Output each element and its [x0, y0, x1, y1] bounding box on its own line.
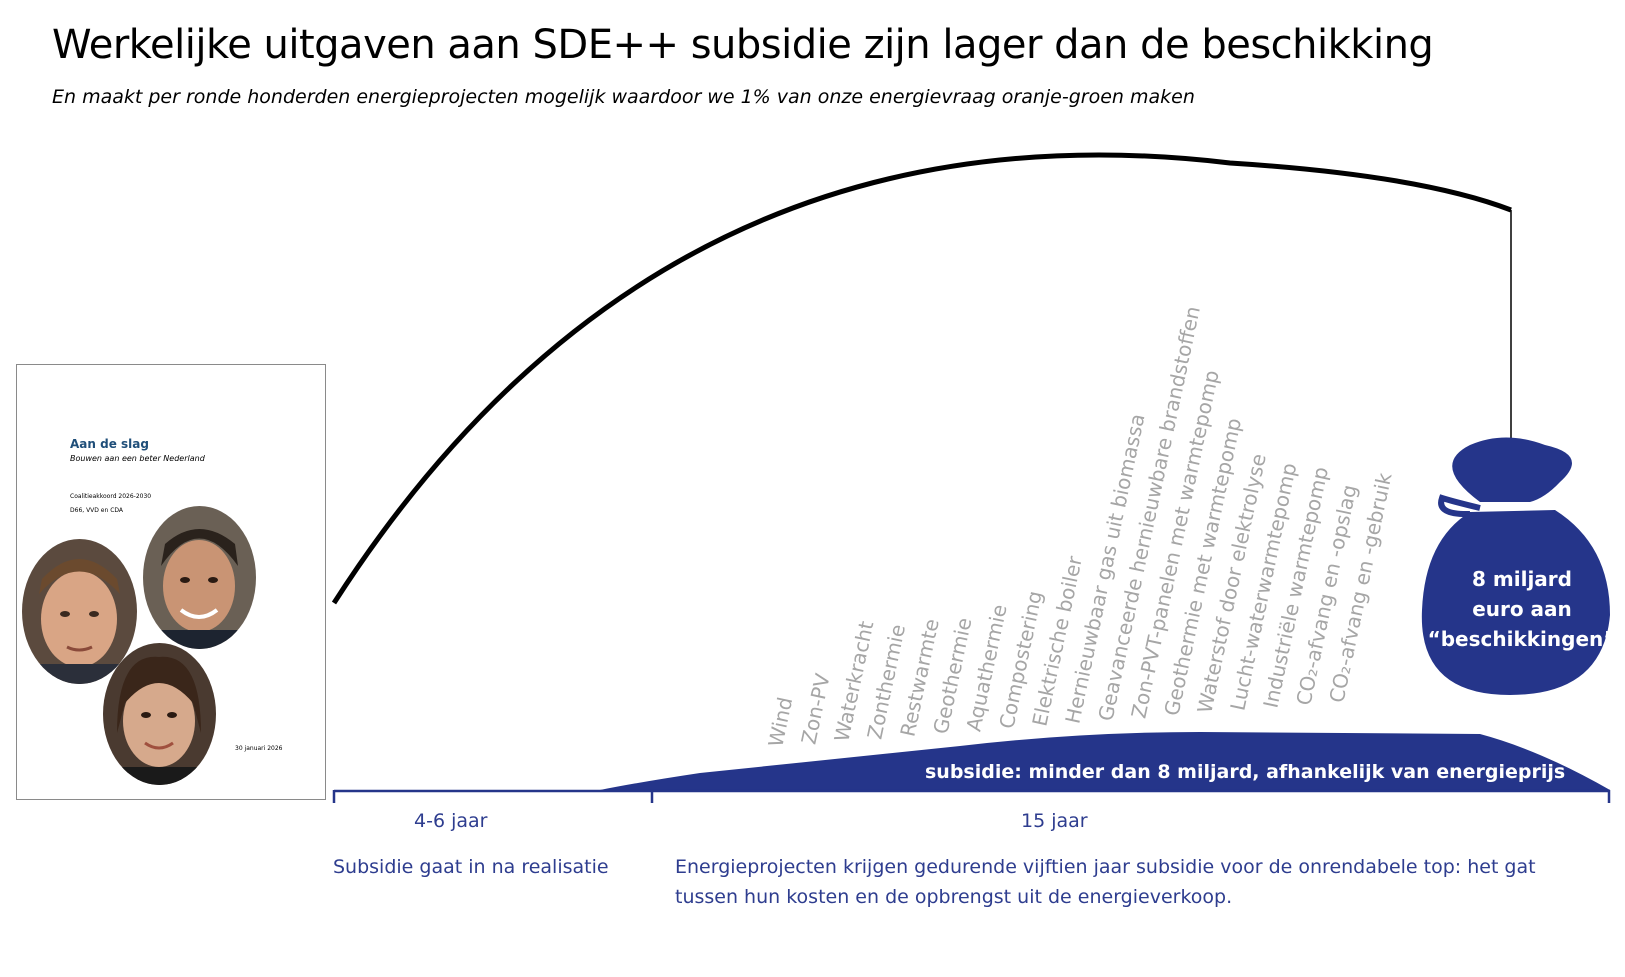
- report-title: Aan de slag: [70, 437, 149, 451]
- bag-text-line-3: “beschikkingen”: [1428, 627, 1617, 651]
- portrait-photo-3: [103, 643, 216, 785]
- description-2: Energieprojecten krijgen gedurende vijft…: [675, 856, 1536, 908]
- period-label-2: 15 jaar: [1021, 810, 1088, 832]
- report-date: 30 januari 2026: [235, 745, 283, 752]
- period-label-1: 4-6 jaar: [414, 810, 488, 832]
- beschikking-curve: [331, 152, 1512, 605]
- report-line-2: D66, VVD en CDA: [70, 507, 124, 514]
- description-1: Subsidie gaat in na realisatie: [333, 856, 609, 878]
- report-line-1: Coalitieakkoord 2026-2030: [70, 493, 152, 500]
- page-subtitle: En maakt per ronde honderden energieproj…: [52, 86, 1195, 108]
- report-subtitle: Bouwen aan een beter Nederland: [70, 454, 205, 463]
- coalition-report-cover: Aan de slag Bouwen aan een beter Nederla…: [16, 364, 326, 800]
- subsidy-label: subsidie: minder dan 8 miljard, afhankel…: [925, 761, 1565, 783]
- page-title: Werkelijke uitgaven aan SDE++ subsidie z…: [52, 22, 1434, 68]
- money-bag-icon: [1421, 437, 1610, 695]
- category-label: Zon-PV: [796, 671, 834, 746]
- portrait-photo-2: [143, 506, 256, 649]
- category-label: Wind: [763, 695, 797, 749]
- bag-text-line-1: 8 miljard: [1472, 567, 1572, 591]
- subsidy-area: [334, 732, 1610, 790]
- bag-text-line-2: euro aan: [1472, 597, 1572, 621]
- energy-category-labels: Wind Zon-PVWaterkrachtZonthermieRestwarmt…: [763, 304, 1396, 749]
